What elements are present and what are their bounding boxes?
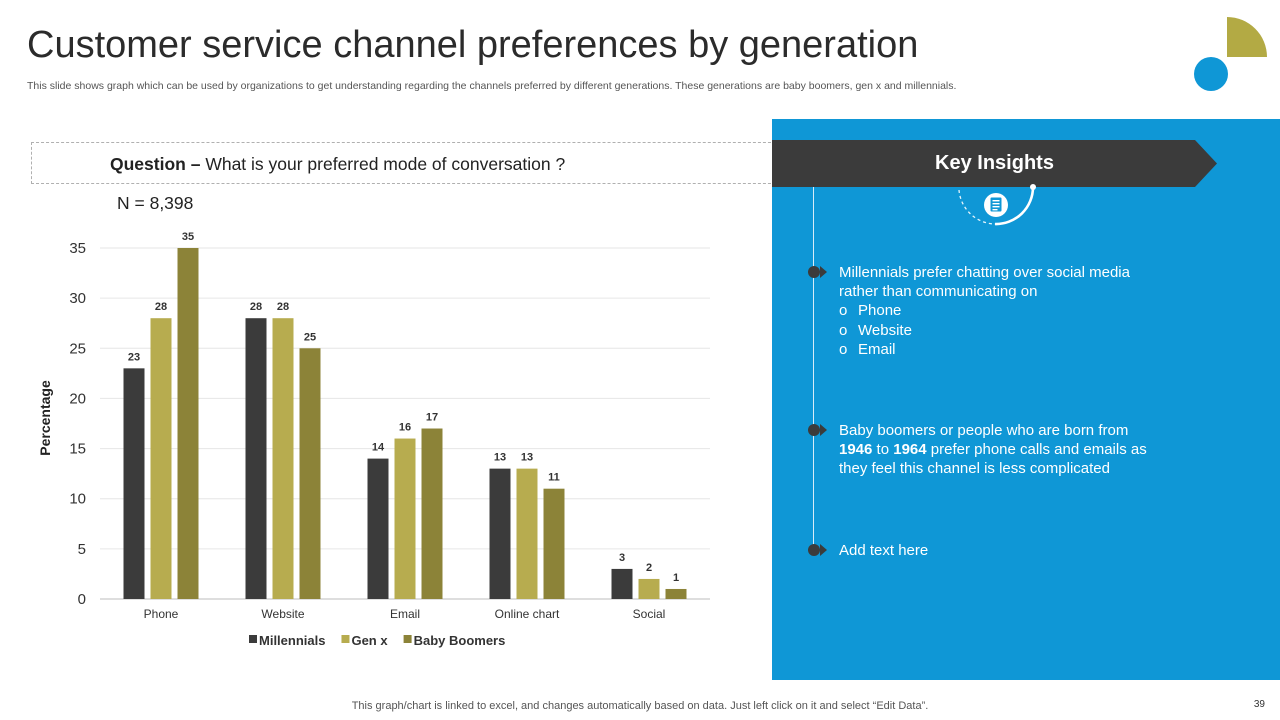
bar-value-label: 11 <box>548 472 560 484</box>
bar-chart: 0 5 10 15 20 25 30 35 23 28 35 28 28 25 14 16 17 13 13 11 3… <box>37 231 710 648</box>
bar-website-millennials <box>245 318 267 599</box>
bar-value-label: 17 <box>426 412 438 424</box>
bar-email-baby-boomers <box>421 428 443 599</box>
insight-item-1: Millennials prefer chatting over social … <box>839 263 1149 359</box>
chart-bars <box>123 248 687 599</box>
y-tick-label: 30 <box>69 290 86 307</box>
y-tick-label: 10 <box>69 491 86 508</box>
y-tick-label: 20 <box>69 390 86 407</box>
bar-website-baby-boomers <box>299 348 321 599</box>
decorative-quarter-circle <box>1227 17 1267 57</box>
question-label: Question – <box>110 154 201 174</box>
y-axis-label: Percentage <box>37 380 53 456</box>
y-tick-label: 35 <box>69 240 86 257</box>
insight-1-subitem-1: o Phone <box>839 302 902 320</box>
chart-legend: Millennials Gen x Baby Boomers <box>249 633 505 648</box>
insights-timeline <box>813 187 814 550</box>
survey-question: Question – What is your preferred mode o… <box>110 154 565 175</box>
insight-item-3: Add text here <box>839 542 929 559</box>
insight-1-subitem-2: o Website <box>839 321 912 339</box>
bar-value-label: 35 <box>182 231 194 243</box>
legend-label: Millennials <box>259 633 325 648</box>
decorative-circle <box>1194 57 1228 91</box>
x-tick-label: Email <box>390 607 420 621</box>
bar-social-millennials <box>611 568 633 599</box>
bar-value-label: 25 <box>304 331 316 343</box>
bar-value-label: 13 <box>494 452 506 464</box>
y-tick-label: 15 <box>69 441 86 458</box>
page-title: Customer service channel preferences by … <box>27 24 919 66</box>
y-tick-label: 5 <box>78 541 86 558</box>
year-start: 1946 <box>839 441 873 459</box>
bar-value-label: 14 <box>372 442 385 454</box>
bar-value-label: 3 <box>619 552 625 564</box>
bar-value-label: 28 <box>250 301 262 313</box>
bar-value-label: 23 <box>128 351 140 363</box>
bar-value-label: 28 <box>155 301 167 313</box>
footer-note: This graph/chart is linked to excel, and… <box>351 700 929 712</box>
bar-online-chart-baby-boomers <box>543 488 565 599</box>
bar-online-chart-gen-x <box>516 468 538 599</box>
legend-swatch <box>341 635 350 643</box>
bar-value-label: 28 <box>277 301 289 313</box>
bar-email-millennials <box>367 458 389 599</box>
bar-data-labels: 23 28 35 28 28 25 14 16 17 13 13 11 3 2 1 <box>128 231 679 584</box>
insight-1-subitem-3: o Email <box>839 340 896 358</box>
bar-social-gen-x <box>638 578 660 599</box>
year-end: 1964 <box>893 441 927 459</box>
bar-value-label: 2 <box>646 562 652 574</box>
insight-item-2: Baby boomers or people who are born from… <box>839 422 1147 478</box>
insight-1-text: Millennials prefer chatting over social … <box>839 264 1130 301</box>
bar-phone-gen-x <box>150 318 172 599</box>
bar-website-gen-x <box>272 318 294 599</box>
y-tick-label: 0 <box>78 591 86 608</box>
y-axis-ticks: 0 5 10 15 20 25 30 35 <box>69 240 86 608</box>
bar-value-label: 13 <box>521 452 533 464</box>
page-subtitle: This slide shows graph which can be used… <box>27 80 957 92</box>
bar-online-chart-millennials <box>489 468 511 599</box>
x-tick-label: Social <box>633 607 666 621</box>
bar-email-gen-x <box>394 438 416 599</box>
x-tick-label: Phone <box>144 607 179 621</box>
key-insights-heading: Key Insights <box>935 152 1054 174</box>
bar-phone-baby-boomers <box>177 248 199 599</box>
key-insights-banner <box>772 140 1217 187</box>
x-axis-ticks: Phone Website Email Online chart Social <box>144 607 666 621</box>
legend-label: Baby Boomers <box>414 633 506 648</box>
document-icon <box>958 184 1036 226</box>
insights-panel <box>772 119 1280 680</box>
legend-swatch <box>249 635 257 643</box>
page-number: 39 <box>1253 699 1265 710</box>
bar-phone-millennials <box>123 368 145 599</box>
x-tick-label: Website <box>261 607 304 621</box>
bullet-marker-3 <box>808 544 827 556</box>
bar-social-baby-boomers <box>665 588 687 599</box>
question-box <box>31 142 791 184</box>
question-text: What is your preferred mode of conversat… <box>205 154 566 174</box>
legend-swatch <box>403 635 412 643</box>
bar-value-label: 1 <box>673 572 679 584</box>
x-tick-label: Online chart <box>495 607 560 621</box>
bullet-marker-2 <box>808 424 827 436</box>
y-tick-label: 25 <box>69 340 86 357</box>
sample-size: N = 8,398 <box>117 193 194 213</box>
legend-label: Gen x <box>351 633 388 648</box>
bullet-marker-1 <box>808 266 827 278</box>
bar-value-label: 16 <box>399 422 411 434</box>
